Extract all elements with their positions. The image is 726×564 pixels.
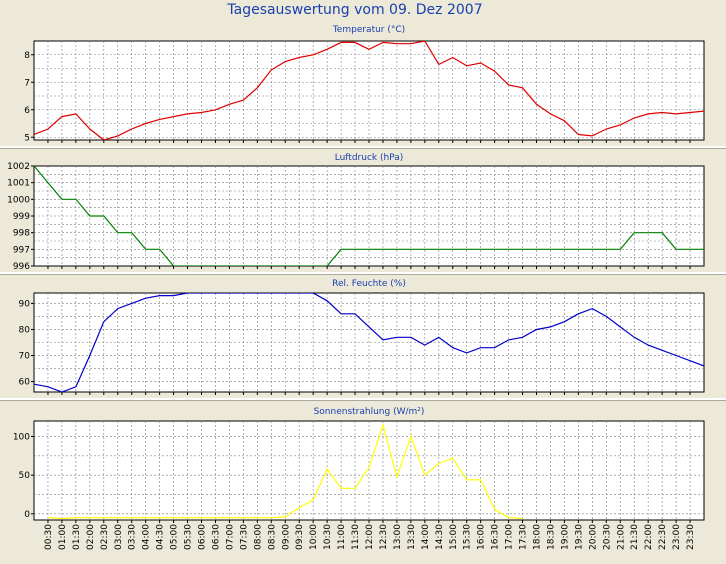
x-tick-label: 12:30 <box>379 524 389 550</box>
x-tick-label: 13:00 <box>393 524 403 550</box>
x-tick-label: 05:30 <box>184 524 194 550</box>
pressure-y-tick-label: 1002 <box>7 162 30 172</box>
x-tick-label: 02:00 <box>86 524 96 550</box>
radiation-chart: Sonnenstrahlung (W/m²) 0 50 100 <box>13 407 705 523</box>
pressure-chart: Luftdruck (hPa) 996 997 998 999 1000 1001 1002 <box>7 153 705 272</box>
x-tick-label: 10:30 <box>323 524 333 550</box>
x-tick-label: 17:00 <box>505 524 515 550</box>
x-tick-label: 14:00 <box>421 524 431 550</box>
panel-separator-shadow <box>0 400 726 401</box>
x-tick-label: 05:00 <box>170 524 180 550</box>
time-axis: 00:30 01:00 01:30 02:00 02:30 03:00 03:30 04:00… <box>44 524 696 550</box>
x-tick-label: 16:30 <box>491 524 501 550</box>
temperature-chart: Temperatur (°C) 5 6 7 8 <box>24 25 705 143</box>
x-tick-label: 03:00 <box>114 524 124 550</box>
x-tick-label: 13:30 <box>407 524 417 550</box>
x-tick-label: 09:00 <box>281 524 291 550</box>
x-tick-label: 22:30 <box>658 524 668 550</box>
x-tick-label: 23:30 <box>686 524 696 550</box>
panel-separator-shadow <box>0 148 726 149</box>
temperature-y-tick-label: 7 <box>24 78 30 88</box>
radiation-y-tick-label: 50 <box>19 471 31 481</box>
humidity-y-tick-label: 60 <box>19 378 31 388</box>
pressure-series-line <box>34 166 704 266</box>
x-tick-label: 11:00 <box>337 524 347 550</box>
radiation-y-tick-label: 100 <box>13 432 30 442</box>
radiation-y-tick-label: 0 <box>24 510 30 520</box>
x-tick-label: 08:00 <box>253 524 263 550</box>
x-tick-label: 06:30 <box>211 524 221 550</box>
temperature-series-line <box>34 41 704 140</box>
pressure-y-tick-label: 999 <box>13 212 30 222</box>
x-tick-label: 01:00 <box>58 524 68 550</box>
pressure-chart-title: Luftdruck (hPa) <box>335 153 404 163</box>
humidity-chart-title: Rel. Feuchte (%) <box>332 279 406 289</box>
x-tick-label: 21:30 <box>630 524 640 550</box>
humidity-y-tick-label: 80 <box>19 325 31 335</box>
pressure-y-tick-label: 996 <box>13 262 30 272</box>
radiation-series-line <box>47 422 523 520</box>
humidity-y-tick-label: 90 <box>19 299 31 309</box>
x-tick-label: 12:00 <box>365 524 375 550</box>
x-tick-label: 10:00 <box>309 524 319 550</box>
x-tick-label: 15:00 <box>449 524 459 550</box>
temperature-y-tick-label: 5 <box>24 133 30 143</box>
humidity-series-line <box>34 293 704 392</box>
pressure-y-tick-label: 1001 <box>7 179 30 189</box>
panel-separator <box>0 398 726 400</box>
x-tick-label: 11:30 <box>351 524 361 550</box>
x-tick-label: 16:00 <box>477 524 487 550</box>
pressure-y-tick-label: 997 <box>13 245 30 255</box>
radiation-chart-title: Sonnenstrahlung (W/m²) <box>314 407 425 417</box>
x-tick-label: 20:00 <box>588 524 598 550</box>
x-tick-label: 04:00 <box>142 524 152 550</box>
x-tick-label: 08:30 <box>267 524 277 550</box>
x-tick-label: 17:30 <box>519 524 529 550</box>
temperature-y-tick-label: 8 <box>24 51 30 61</box>
x-tick-label: 19:30 <box>574 524 584 550</box>
chart-panels: Temperatur (°C) 5 6 7 8 Luftdruck (hPa) 996 997… <box>0 25 726 523</box>
panel-separator <box>0 146 726 148</box>
x-tick-label: 19:00 <box>560 524 570 550</box>
x-tick-label: 15:30 <box>463 524 473 550</box>
x-tick-label: 18:30 <box>546 524 556 550</box>
x-tick-label: 01:30 <box>72 524 82 550</box>
panel-separator-shadow <box>0 274 726 275</box>
x-tick-label: 09:30 <box>295 524 305 550</box>
x-tick-label: 07:00 <box>225 524 235 550</box>
temperature-y-tick-label: 6 <box>24 106 30 116</box>
pressure-y-tick-label: 1000 <box>7 195 30 205</box>
dashboard-title: Tagesauswertung vom 09. Dez 2007 <box>226 2 482 18</box>
x-tick-label: 21:00 <box>616 524 626 550</box>
x-tick-label: 20:30 <box>602 524 612 550</box>
humidity-chart: Rel. Feuchte (%) 60 70 80 90 <box>19 279 705 395</box>
panel-separator <box>0 272 726 274</box>
x-tick-label: 00:30 <box>44 524 54 550</box>
pressure-y-tick-label: 998 <box>13 229 30 239</box>
temperature-chart-title: Temperatur (°C) <box>332 25 405 35</box>
x-tick-label: 06:00 <box>198 524 208 550</box>
x-tick-label: 04:30 <box>156 524 166 550</box>
x-tick-label: 22:00 <box>644 524 654 550</box>
humidity-y-tick-label: 70 <box>19 352 31 362</box>
x-tick-label: 18:00 <box>533 524 543 550</box>
x-tick-label: 23:00 <box>672 524 682 550</box>
x-tick-label: 03:30 <box>128 524 138 550</box>
x-tick-label: 07:30 <box>239 524 249 550</box>
x-tick-label: 02:30 <box>100 524 110 550</box>
x-tick-label: 14:30 <box>435 524 445 550</box>
